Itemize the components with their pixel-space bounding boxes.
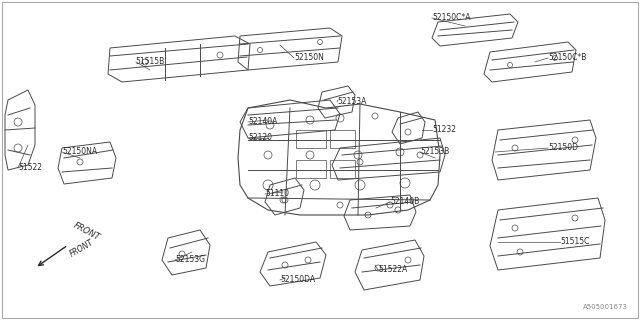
Text: 52140B: 52140B xyxy=(390,197,419,206)
Text: 52150N: 52150N xyxy=(294,53,324,62)
Text: 51522: 51522 xyxy=(18,164,42,172)
Text: 52153A: 52153A xyxy=(337,98,366,107)
Text: 52150C*A: 52150C*A xyxy=(432,13,470,22)
Text: 52140A: 52140A xyxy=(248,117,277,126)
Text: 52120: 52120 xyxy=(248,133,272,142)
Text: 51232: 51232 xyxy=(432,125,456,134)
Text: A505001673: A505001673 xyxy=(583,304,628,310)
Text: 52153B: 52153B xyxy=(420,148,449,156)
Text: 51522A: 51522A xyxy=(378,266,407,275)
Text: FRONT: FRONT xyxy=(72,220,102,242)
Text: 51110: 51110 xyxy=(265,189,289,198)
Text: 51515B: 51515B xyxy=(135,58,164,67)
Text: 52150NA: 52150NA xyxy=(62,148,97,156)
Text: 52150DA: 52150DA xyxy=(280,276,315,284)
Text: FRONT: FRONT xyxy=(68,238,95,258)
Text: 52153G: 52153G xyxy=(175,255,205,265)
Text: 52150C*B: 52150C*B xyxy=(548,53,586,62)
Text: 51515C: 51515C xyxy=(560,237,589,246)
Text: 52150D: 52150D xyxy=(548,143,578,153)
